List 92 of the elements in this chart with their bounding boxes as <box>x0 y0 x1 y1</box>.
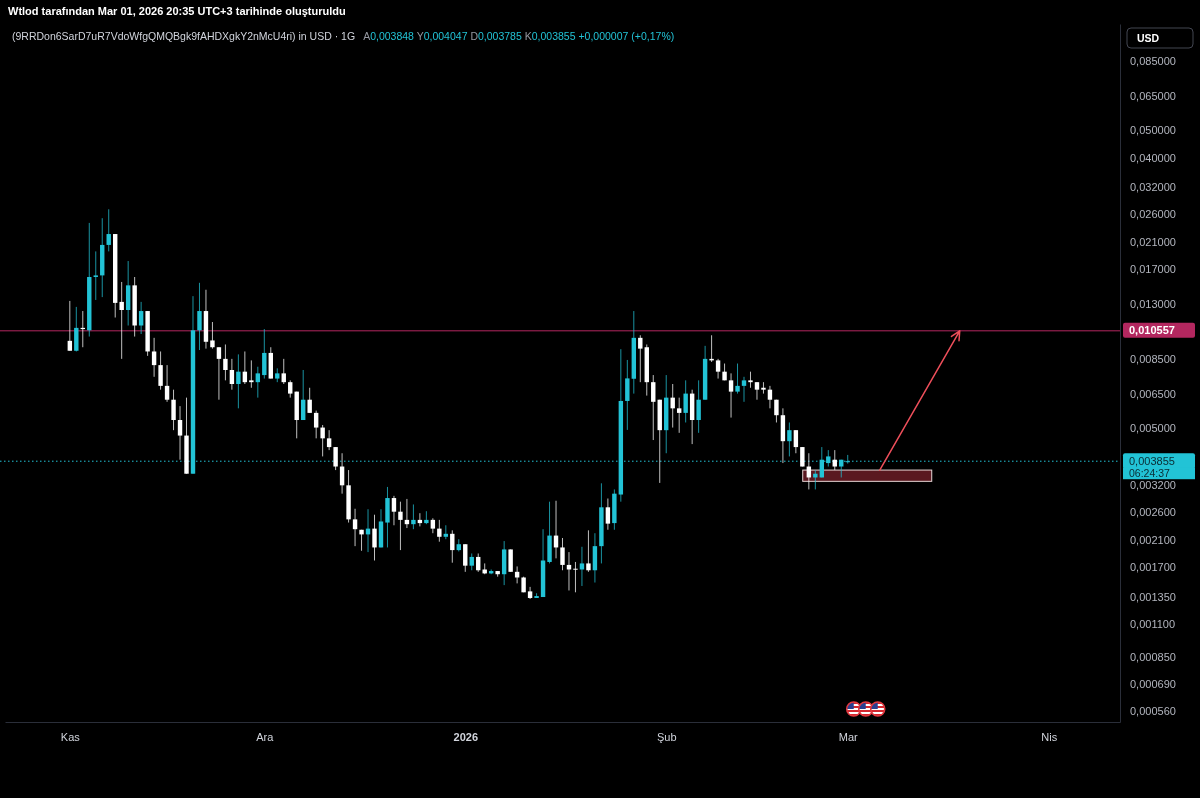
candlestick <box>586 529 591 573</box>
candlestick <box>106 208 111 252</box>
y-tick-label: 0,008500 <box>1130 352 1176 365</box>
candlestick <box>171 389 176 431</box>
candlestick <box>728 372 734 419</box>
y-tick-label: 0,006500 <box>1130 387 1176 400</box>
candlestick <box>93 250 98 301</box>
ref-line-label: 0,003855 <box>1129 454 1175 467</box>
x-tick-label: Nis <box>1041 730 1058 743</box>
candlestick <box>313 410 319 439</box>
text: (9RRDon6SarD7uR7VdoWfgQMQBgk9fAHDXgkY2nMcU4ri) in USD · 1G <box>12 30 356 42</box>
candlestick <box>715 358 721 380</box>
y-tick-label: 0,040000 <box>1130 152 1176 165</box>
candlestick <box>800 446 805 468</box>
candlestick <box>262 328 267 380</box>
y-tick-label: 0,065000 <box>1130 89 1176 102</box>
x-tick-label: Mar <box>838 730 859 743</box>
candlestick <box>210 321 215 350</box>
y-tick-label: 0,017000 <box>1130 263 1176 276</box>
candlestick <box>573 561 578 593</box>
candlestick <box>651 374 656 441</box>
candlestick <box>437 519 442 543</box>
x-tick-label: 2026 <box>453 730 478 743</box>
y-tick-label: 0,001350 <box>1130 591 1176 604</box>
candlestick <box>741 376 747 403</box>
candlestick <box>735 363 740 395</box>
candlestick <box>320 424 325 457</box>
candlestick <box>398 501 403 551</box>
y-tick-label: 0,000560 <box>1130 704 1176 717</box>
x-tick-label: Ara <box>256 730 275 743</box>
ref-line-label: 0,010557 <box>1129 324 1175 337</box>
text: A0,003848 Y0,004047 D0,003785 K0,003855 +0,000007 (+0,17%) <box>363 30 675 42</box>
y-tick-label: 0,050000 <box>1130 123 1176 136</box>
candlestick <box>229 358 235 391</box>
candlestick <box>138 301 144 335</box>
candlestick <box>119 281 124 360</box>
candlestick <box>67 300 73 352</box>
candlestick <box>164 364 170 403</box>
candlestick <box>754 381 760 401</box>
text: Wtlod tarafından Mar 01, 2026 20:35 UTC+3 tarihinde oluşturuldu <box>8 5 346 17</box>
y-axis-title: USD <box>1137 32 1160 44</box>
candlestick <box>177 405 183 461</box>
candlestick <box>463 543 468 573</box>
candlestick <box>605 498 611 531</box>
x-tick-label: Şub <box>656 730 677 743</box>
candlestick <box>151 337 157 378</box>
y-tick-label: 0,085000 <box>1130 54 1176 67</box>
candlestick <box>236 353 241 409</box>
candlestick <box>197 282 202 351</box>
y-tick-label: 0,002600 <box>1130 506 1176 519</box>
candlestick <box>74 306 79 352</box>
y-tick-label: 0,001100 <box>1130 617 1176 630</box>
candlestick <box>249 359 254 389</box>
candlestick <box>255 366 261 399</box>
y-tick-label: 0,000850 <box>1130 650 1176 663</box>
candlestick <box>372 514 377 562</box>
candlestick <box>793 429 799 454</box>
candlestick <box>300 369 306 421</box>
candlestick <box>787 421 792 457</box>
x-tick-label: Kas <box>60 730 81 743</box>
candlestick <box>625 359 630 431</box>
candlestick <box>508 548 513 573</box>
candlestick <box>307 387 312 414</box>
candlestick <box>216 346 222 401</box>
candlestick <box>670 383 675 429</box>
candlestick <box>223 343 228 381</box>
candlestick <box>638 334 643 383</box>
y-tick-label: 0,002100 <box>1130 533 1176 546</box>
candlestick <box>676 397 682 434</box>
candlestick <box>352 508 358 547</box>
y-tick-label: 0,013000 <box>1130 297 1176 310</box>
candlestick <box>333 446 338 471</box>
y-tick-label: 0,026000 <box>1130 208 1176 221</box>
y-tick-label: 0,032000 <box>1130 181 1176 194</box>
candlestick <box>450 529 455 564</box>
y-tick-label: 0,021000 <box>1130 235 1176 248</box>
y-tick-label: 0,003200 <box>1130 479 1176 492</box>
candlestick <box>158 350 163 391</box>
candlestick <box>391 495 397 526</box>
candlestick <box>281 358 286 385</box>
candlestick <box>683 379 688 423</box>
candlestick <box>696 379 701 434</box>
y-tick-label: 0,001700 <box>1130 561 1176 574</box>
y-tick-label: 0,005000 <box>1130 421 1176 434</box>
text: 06:24:37 <box>1129 467 1171 480</box>
candlestick <box>767 385 773 409</box>
candlestick <box>832 449 837 471</box>
candlestick <box>761 381 766 395</box>
y-tick-label: 0,000690 <box>1130 677 1176 690</box>
candlestick <box>326 429 332 451</box>
candlestick <box>411 503 416 530</box>
candlestick <box>560 537 565 571</box>
